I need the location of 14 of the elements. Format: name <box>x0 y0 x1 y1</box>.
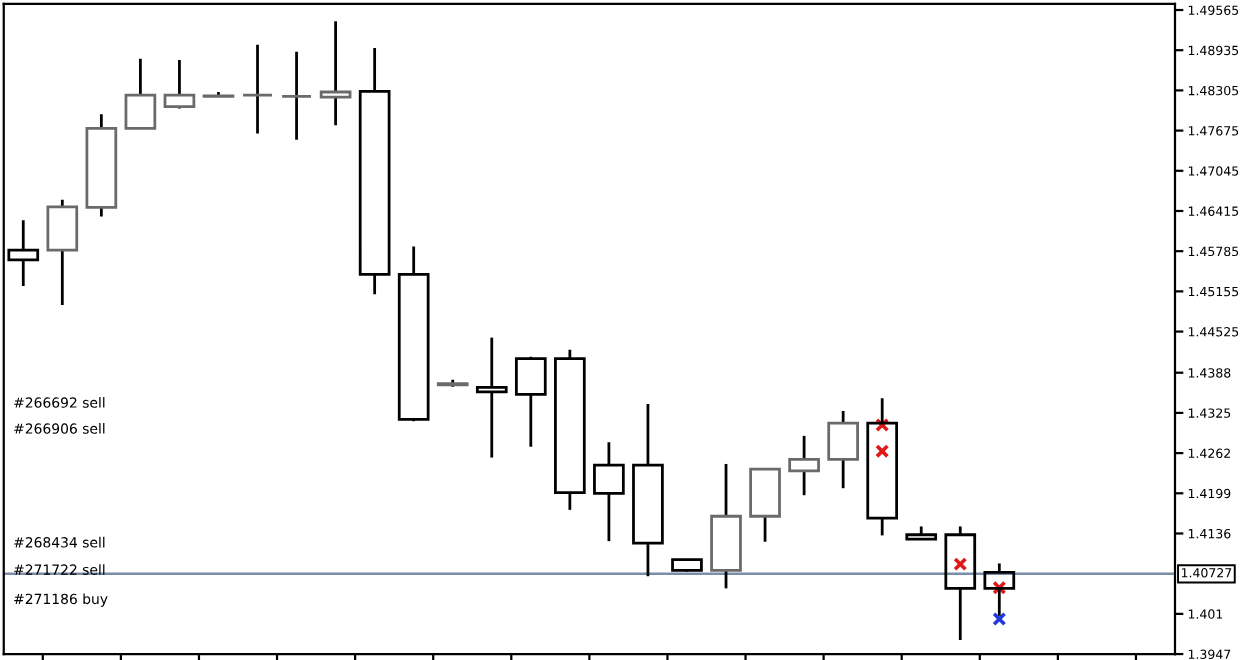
point <box>992 611 1007 626</box>
candlestick <box>358 46 391 296</box>
candlestick <box>944 525 977 642</box>
candlestick <box>827 409 859 490</box>
candlestick <box>475 336 508 459</box>
candlestick <box>632 402 664 578</box>
point <box>875 444 890 459</box>
candlestick <box>241 43 274 135</box>
candlestick <box>788 434 820 497</box>
candlestick <box>593 440 625 543</box>
point <box>875 418 890 433</box>
candlestick <box>866 396 899 537</box>
candlestick <box>319 19 352 127</box>
candlestick <box>280 50 313 142</box>
